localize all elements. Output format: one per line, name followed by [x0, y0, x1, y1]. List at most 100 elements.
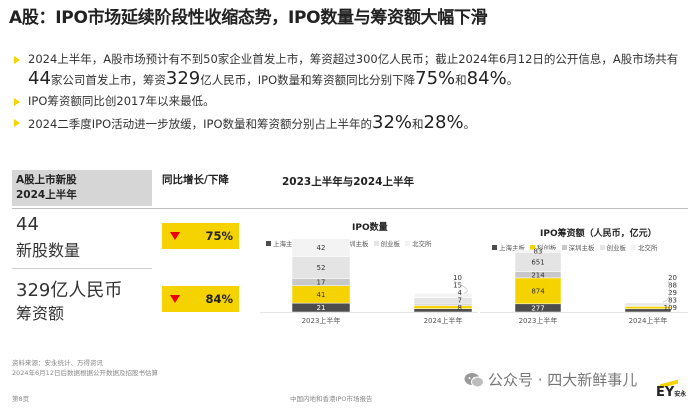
logo-text-cn: 安永 [674, 391, 687, 398]
q2-count-share-figure: 32% [372, 112, 413, 133]
data-label: 83 [534, 248, 543, 256]
bullet-item: 2024二季度IPO活动进一步放缓，IPO数量和筹资额分别占上半年的32%和28… [12, 113, 688, 134]
col-header-change: 同比增长/下降 [162, 174, 229, 186]
decline-arrow-icon [170, 232, 180, 240]
proceeds-decline-figure: 84% [466, 68, 507, 89]
q2-proceeds-share-figure: 28% [423, 112, 464, 133]
col-header-new-listings: A股上市新股 [16, 174, 77, 186]
bullet-text: 家公司首发上市，筹资 [50, 73, 166, 87]
legend-item: 上海主板 [492, 242, 525, 252]
bar-segment [413, 297, 473, 305]
proceeds-value: 329亿人民币 [16, 280, 123, 301]
legend-item: 创业板 [373, 238, 401, 248]
legend-item: 北交所 [631, 242, 658, 252]
row-divider [12, 268, 152, 269]
wechat-watermark: 公众号 · 四大新鲜事儿 [464, 369, 637, 390]
legend-label: 上海主板 [499, 244, 525, 252]
proceeds-change-value: 84% [205, 292, 233, 306]
report-name: 中国内地和香港IPO市场报告 [290, 395, 373, 403]
ipo-count-label: 新股数量 [16, 241, 81, 260]
data-label: 277 [531, 304, 544, 312]
legend-swatch [405, 241, 410, 246]
col-header-comparison: 2023上半年与2024上半年 [282, 176, 414, 188]
bar-segment [514, 249, 562, 253]
col-header-period: 2024上半年 [16, 189, 77, 201]
bullet-text: IPO筹资额同比创2017年以来最低。 [28, 94, 215, 108]
legend-item: 北交所 [405, 238, 432, 248]
ipo-proceeds-chart: IPO筹资额（人民币，亿元） 上海主板 科创板 深圳主板 创业板 北交所 277 874 2… [480, 218, 688, 330]
data-label: 214 [531, 271, 545, 279]
legend-item: 创业板 [599, 242, 627, 252]
legend-label: 科创板 [537, 244, 557, 252]
legend-item: 深圳主板 [561, 242, 595, 252]
decline-arrow-icon [170, 295, 180, 303]
bar-segment [624, 302, 672, 304]
ipo-count-value: 44 [16, 214, 39, 235]
bullet-text: 和 [412, 117, 424, 131]
legend-swatch [599, 245, 605, 250]
bullet-text: 2024二季度IPO活动进一步放缓，IPO数量和筹资额分别占上半年的 [28, 117, 373, 131]
data-label: 651 [531, 259, 544, 267]
bar-segment [514, 277, 562, 305]
legend-label: 创业板 [380, 240, 401, 248]
data-label: 109 [664, 304, 677, 312]
legend-swatch [492, 245, 497, 250]
data-label: 83 [668, 297, 677, 305]
wechat-account-text: 公众号 · 四大新鲜事儿 [488, 371, 638, 389]
bullet-text: 亿人民币，IPO数量和筹资额同比分别下降 [200, 73, 416, 87]
data-label: 29 [668, 289, 677, 297]
ipo-count-figure: 44 [28, 68, 51, 89]
bar-segment [413, 293, 473, 298]
summary-bullets: 2024上半年，A股市场预计有不到50家企业首发上市，筹资超过300亿人民币；截… [12, 50, 688, 136]
legend-label: 上海主板 [273, 240, 299, 248]
estimate-note: 2024年6月12日后数据根据公开数据及招股书估算 [12, 369, 158, 377]
data-label: 10 [453, 274, 462, 282]
logo-text: EY [656, 385, 675, 400]
legend-label: 北交所 [638, 244, 658, 252]
x-tick-label: 2024上半年 [424, 316, 463, 325]
data-label: 52 [317, 264, 326, 272]
bullet-item: IPO筹资额同比创2017年以来最低。 [12, 92, 688, 111]
chart-title: IPO数量 [352, 223, 388, 233]
data-label: 41 [317, 291, 326, 299]
legend-swatch [266, 241, 271, 246]
page-title: A股：IPO市场延续阶段性收缩态势，IPO数量与筹资额大幅下滑 [9, 8, 488, 28]
bar-segment [413, 308, 473, 313]
ipo-count-change-value: 75% [205, 229, 233, 243]
legend-label: 深圳主板 [568, 244, 595, 252]
legend-item: 上海主板 [266, 238, 299, 248]
count-decline-figure: 75% [415, 68, 456, 89]
header-divider [12, 208, 688, 209]
legend-label: 北交所 [412, 240, 432, 248]
legend-swatch [631, 245, 636, 250]
data-label: 42 [317, 244, 326, 252]
data-label: 17 [317, 279, 326, 287]
bullet-text: 。 [463, 117, 476, 131]
data-label: 88 [668, 282, 677, 290]
data-label: 874 [531, 287, 545, 295]
ey-logo: EY安永 [656, 385, 686, 400]
legend-item: 科创板 [530, 242, 557, 252]
chart-legend: 上海主板 科创板 深圳主板 创业板 北交所 [492, 242, 663, 252]
x-tick-label: 2023上半年 [519, 316, 558, 325]
legend-swatch [561, 245, 567, 250]
data-label: 21 [317, 304, 326, 312]
bar-segment [413, 305, 473, 309]
data-label: 7 [458, 297, 462, 305]
header-stripe [12, 170, 152, 206]
chart-title: IPO筹资额（人民币，亿元） [540, 229, 657, 239]
source-note: 资料来源：安永统计、万得资讯 [12, 359, 103, 367]
bar-segment [291, 238, 351, 257]
legend-label: 创业板 [606, 244, 627, 252]
data-label: 8 [458, 304, 462, 312]
proceeds-figure: 329 [165, 68, 201, 89]
callout-line [662, 279, 671, 303]
bullet-item: 2024上半年，A股市场预计有不到50家企业首发上市，筹资超过300亿人民币；截… [12, 50, 688, 90]
legend-swatch [373, 241, 379, 246]
proceeds-change-badge: 84% [162, 286, 239, 312]
bullet-text: 。 [506, 73, 519, 87]
callout-line [453, 279, 468, 294]
